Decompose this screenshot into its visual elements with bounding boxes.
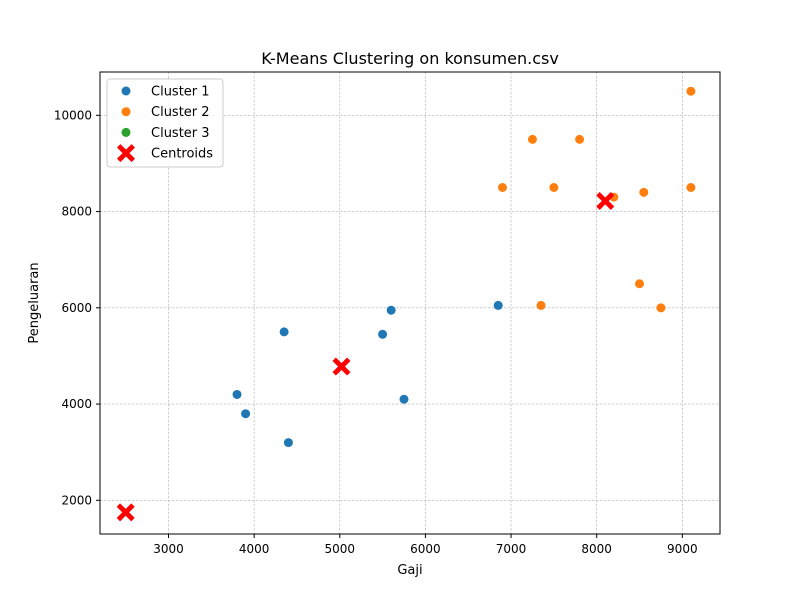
cluster-2-point <box>656 303 666 313</box>
legend-cluster-3-marker <box>121 127 131 137</box>
data-points <box>116 86 696 522</box>
x-tick-label: 4000 <box>239 542 270 556</box>
x-tick-label: 6000 <box>410 542 441 556</box>
x-tick-label: 7000 <box>496 542 527 556</box>
legend-cluster-3-label: Cluster 3 <box>151 126 210 141</box>
cluster-2-point <box>536 300 546 310</box>
plot-frame <box>99 71 721 535</box>
cluster-1-point <box>232 389 242 399</box>
x-tick-label: 8000 <box>581 542 612 556</box>
cluster-2-point <box>686 86 696 96</box>
x-tick-label: 5000 <box>325 542 356 556</box>
x-tick-label: 3000 <box>153 542 184 556</box>
centroid-marker <box>332 357 351 376</box>
axis-ticks: 3000 4000 5000 6000 7000 8000 9000 2000 4000 6000… <box>54 108 698 556</box>
cluster-2-point <box>635 279 645 289</box>
legend-cluster-2-marker <box>121 107 131 117</box>
y-tick-label: 4000 <box>61 397 92 411</box>
cluster-2-point <box>527 134 537 144</box>
cluster-2-point <box>686 183 696 192</box>
legend: Cluster 1 Cluster 2 Cluster 3 Centroids <box>106 78 224 168</box>
legend-cluster-2-label: Cluster 2 <box>151 105 210 120</box>
cluster-1-point <box>241 409 251 419</box>
cluster-2-point <box>497 183 507 192</box>
cluster-1-point <box>493 300 503 310</box>
legend-cluster-1-label: Cluster 1 <box>151 85 210 100</box>
cluster-1-point <box>386 305 396 315</box>
cluster-1-point <box>283 438 293 448</box>
cluster-1-point <box>378 329 388 339</box>
legend-centroid-marker <box>117 144 135 163</box>
cluster-2-point <box>549 183 559 192</box>
legend-centroids-label: Centroids <box>151 147 213 162</box>
cluster-1-point <box>399 394 409 404</box>
legend-cluster-1-marker <box>121 86 131 96</box>
centroid-marker <box>596 191 615 210</box>
cluster-1-point <box>279 327 289 337</box>
y-tick-label: 2000 <box>61 493 92 507</box>
chart-title: K-Means Clustering on konsumen.csv <box>261 49 559 68</box>
y-tick-label: 6000 <box>61 301 92 315</box>
cluster-2-point <box>639 187 649 197</box>
cluster-2-point <box>575 134 585 144</box>
x-tick-label: 9000 <box>667 542 698 556</box>
y-tick-label: 8000 <box>61 205 92 219</box>
centroid-marker <box>116 503 135 522</box>
y-tick-label: 10000 <box>54 108 92 122</box>
grid-lines <box>100 72 720 534</box>
legend-box <box>106 78 224 168</box>
y-axis-label: Pengeluaran <box>27 262 42 343</box>
x-axis-label: Gaji <box>397 563 422 578</box>
